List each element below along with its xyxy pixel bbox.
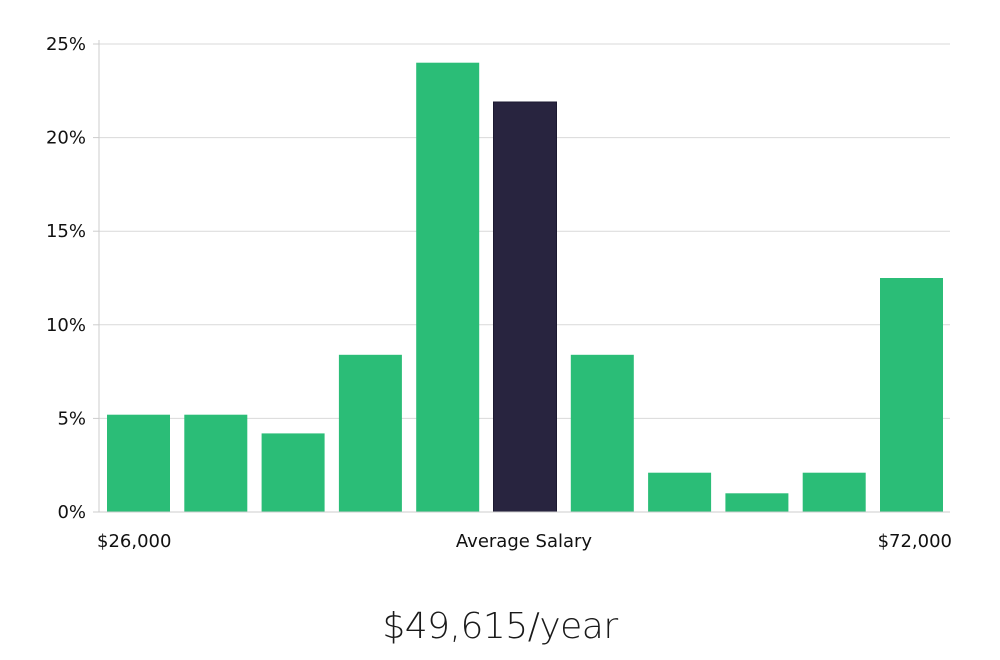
bar (261, 433, 325, 512)
average-salary-value: $49,615/year (382, 606, 618, 647)
y-tick-label: 20% (46, 128, 86, 149)
x-label-min: $26,000 (97, 531, 171, 552)
x-label-max: $72,000 (878, 531, 952, 552)
y-tick-label: 0% (57, 502, 86, 523)
bar (107, 414, 170, 512)
bars (107, 62, 943, 513)
bar (570, 354, 634, 512)
bar (880, 278, 943, 512)
y-tick-label: 25% (46, 34, 86, 55)
y-tick-label: 5% (57, 408, 86, 429)
bar-average-salary (493, 101, 557, 513)
y-axis-ticks: 0% 5% 10% 15% 20% 25% (46, 34, 99, 523)
bar (648, 472, 712, 512)
salary-histogram-chart: 0%5%10%15%20%25% $26,000 Average Salary … (46, 34, 952, 552)
y-tick-label: 15% (46, 221, 86, 242)
bar (338, 354, 402, 512)
bar (184, 414, 248, 512)
x-label-average: Average Salary (456, 531, 593, 552)
bar (802, 472, 866, 512)
y-tick-label: 10% (46, 315, 86, 336)
bar (725, 493, 789, 512)
bar (416, 62, 480, 512)
